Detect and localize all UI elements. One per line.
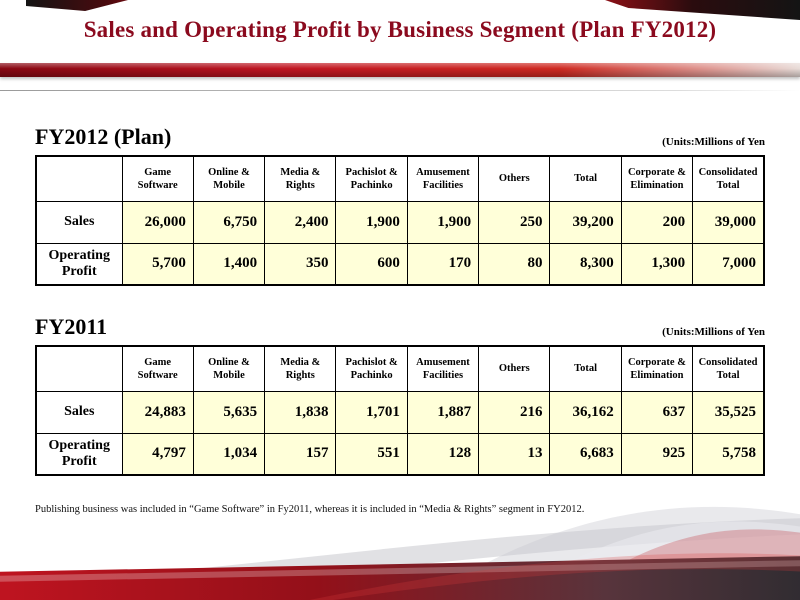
corner-cell [35,155,123,202]
row-label: Operating Profit [35,242,123,286]
value-cell: 35,525 [692,390,765,434]
slide-content: FY2012 (Plan) (Units:Millions of Yen Game … [35,124,765,515]
value-cell: 216 [478,390,551,434]
value-cell: 170 [406,242,480,286]
column-header: Others [478,345,551,392]
value-cell: 36,162 [549,390,622,434]
column-header: Consolidated Total [692,155,765,202]
value-cell: 350 [264,242,337,286]
value-cell: 13 [478,432,551,476]
column-header: Pachislot & Pachinko [335,155,408,202]
column-header: Pachislot & Pachinko [335,345,408,392]
value-cell: 4,797 [121,432,194,476]
title-underline-hairline [0,90,800,91]
value-cell: 80 [478,242,551,286]
column-header: Online & Mobile [192,345,266,392]
value-cell: 250 [478,200,551,244]
value-cell: 157 [264,432,337,476]
units-label: (Units:Millions of Yen [662,136,765,148]
segment-table-section: FY2011 (Units:Millions of Yen Game Softwar… [35,314,765,476]
value-cell: 26,000 [121,200,194,244]
value-cell: 1,900 [335,200,408,244]
value-cell: 551 [335,432,408,476]
header-row: Game Software Online & Mobile Media & Righ… [35,345,765,392]
column-header: Total [549,345,622,392]
column-header: Media & Rights [264,345,337,392]
value-cell: 24,883 [121,390,194,434]
column-header: Game Software [121,345,194,392]
segment-table: Game Software Online & Mobile Media & Righ… [35,155,765,286]
tables-container: FY2012 (Plan) (Units:Millions of Yen Game … [35,124,765,476]
data-row: Operating Profit 5,700 1,400 350 600 170 80 8,3… [35,242,765,286]
column-header: Game Software [121,155,194,202]
value-cell: 600 [335,242,408,286]
title-underline-bar [0,63,800,77]
value-cell: 1,034 [192,432,266,476]
value-cell: 6,683 [549,432,622,476]
fiscal-year-heading: FY2012 (Plan) [35,124,172,149]
top-left-corner-decoration [26,0,128,11]
value-cell: 128 [406,432,480,476]
column-header: Corporate & Elimination [620,345,694,392]
data-row: Sales 24,883 5,635 1,838 1,701 1,887 216 36,162… [35,390,765,434]
data-row: Operating Profit 4,797 1,034 157 551 128 13 6,6… [35,432,765,476]
value-cell: 7,000 [692,242,765,286]
value-cell: 637 [620,390,694,434]
value-cell: 2,400 [264,200,337,244]
value-cell: 1,887 [406,390,480,434]
column-header: Corporate & Elimination [620,155,694,202]
value-cell: 1,701 [335,390,408,434]
section-header: FY2012 (Plan) (Units:Millions of Yen [35,124,765,150]
column-header: Total [549,155,622,202]
column-header: Amusement Facilities [406,155,480,202]
value-cell: 925 [620,432,694,476]
slide-title: Sales and Operating Profit by Business S… [83,17,717,42]
value-cell: 1,900 [406,200,480,244]
column-header: Media & Rights [264,155,337,202]
segment-table-section: FY2012 (Plan) (Units:Millions of Yen Game … [35,124,765,286]
column-header: Amusement Facilities [406,345,480,392]
row-label: Operating Profit [35,432,123,476]
value-cell: 8,300 [549,242,622,286]
value-cell: 5,635 [192,390,266,434]
units-label: (Units:Millions of Yen [662,326,765,338]
value-cell: 39,000 [692,200,765,244]
value-cell: 1,300 [620,242,694,286]
segment-table: Game Software Online & Mobile Media & Righ… [35,345,765,476]
section-header: FY2011 (Units:Millions of Yen [35,314,765,340]
corner-cell [35,345,123,392]
column-header: Consolidated Total [692,345,765,392]
column-header: Others [478,155,551,202]
column-header: Online & Mobile [192,155,266,202]
value-cell: 1,400 [192,242,266,286]
value-cell: 5,758 [692,432,765,476]
row-label: Sales [35,200,123,244]
value-cell: 5,700 [121,242,194,286]
footnote: Publishing business was included in “Gam… [35,504,585,515]
row-label: Sales [35,390,123,434]
data-row: Sales 26,000 6,750 2,400 1,900 1,900 250 39,200… [35,200,765,244]
value-cell: 1,838 [264,390,337,434]
fiscal-year-heading: FY2011 [35,314,108,339]
value-cell: 200 [620,200,694,244]
value-cell: 39,200 [549,200,622,244]
value-cell: 6,750 [192,200,266,244]
header-row: Game Software Online & Mobile Media & Righ… [35,155,765,202]
